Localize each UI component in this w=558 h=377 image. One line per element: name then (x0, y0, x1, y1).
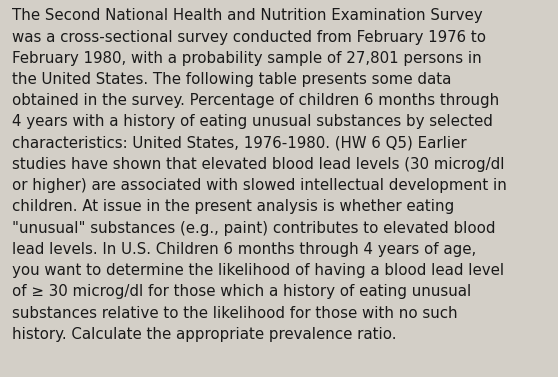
Text: The Second National Health and Nutrition Examination Survey
was a cross-sectiona: The Second National Health and Nutrition… (12, 8, 507, 342)
